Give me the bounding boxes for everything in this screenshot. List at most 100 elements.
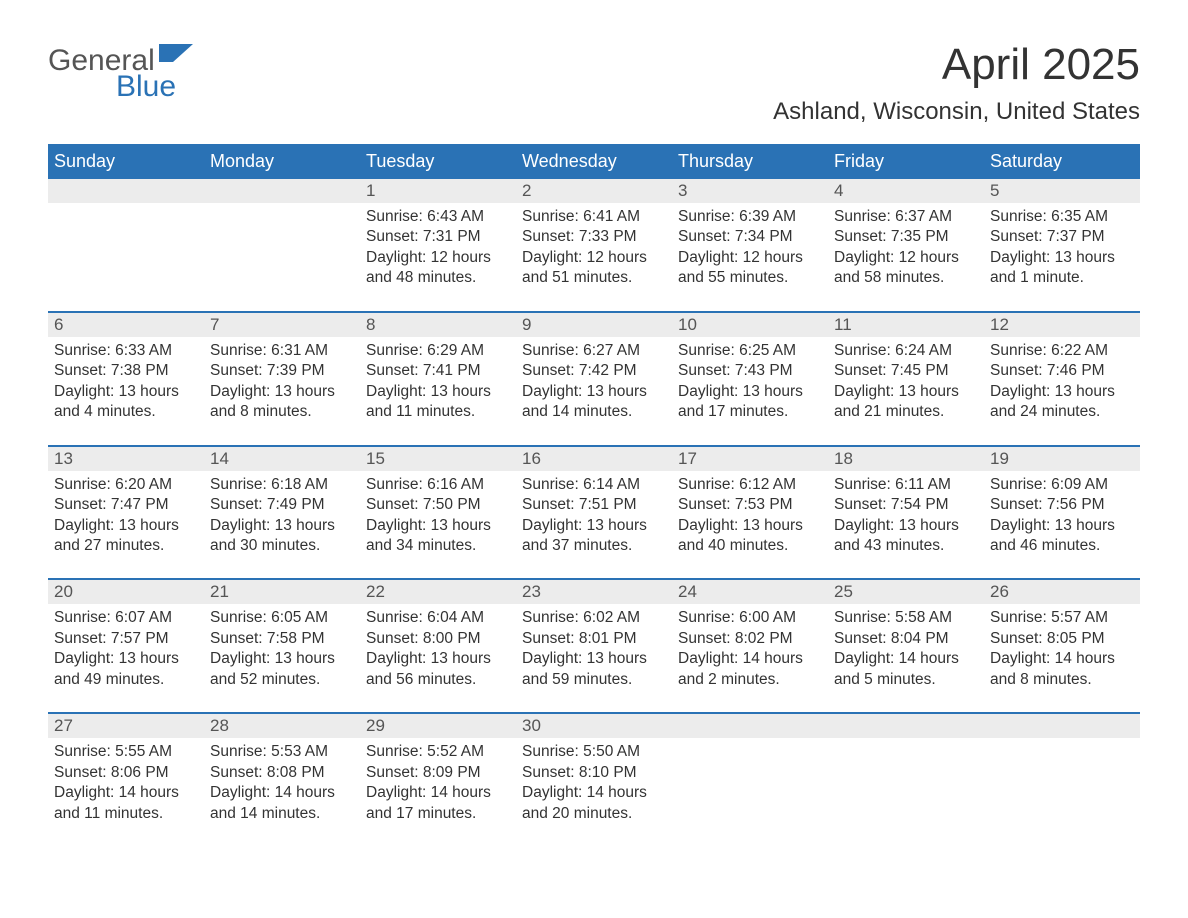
day-body: Sunrise: 6:33 AMSunset: 7:38 PMDaylight:… (48, 337, 204, 445)
day-cell (48, 179, 204, 311)
day-cell: 23Sunrise: 6:02 AMSunset: 8:01 PMDayligh… (516, 580, 672, 712)
day-body: Sunrise: 6:11 AMSunset: 7:54 PMDaylight:… (828, 471, 984, 579)
sunset-text: Sunset: 7:42 PM (522, 361, 666, 381)
daylight-text: Daylight: 13 hours and 21 minutes. (834, 382, 978, 423)
week-row: 27Sunrise: 5:55 AMSunset: 8:06 PMDayligh… (48, 712, 1140, 846)
sunset-text: Sunset: 7:41 PM (366, 361, 510, 381)
sunset-text: Sunset: 7:54 PM (834, 495, 978, 515)
day-body (204, 203, 360, 303)
day-body: Sunrise: 6:37 AMSunset: 7:35 PMDaylight:… (828, 203, 984, 311)
day-cell: 29Sunrise: 5:52 AMSunset: 8:09 PMDayligh… (360, 714, 516, 846)
logo-word-2: Blue (116, 72, 193, 102)
daylight-text: Daylight: 13 hours and 24 minutes. (990, 382, 1134, 423)
day-cell: 2Sunrise: 6:41 AMSunset: 7:33 PMDaylight… (516, 179, 672, 311)
daylight-text: Daylight: 13 hours and 52 minutes. (210, 649, 354, 690)
day-body: Sunrise: 6:16 AMSunset: 7:50 PMDaylight:… (360, 471, 516, 579)
week-row: 13Sunrise: 6:20 AMSunset: 7:47 PMDayligh… (48, 445, 1140, 579)
day-body: Sunrise: 6:12 AMSunset: 7:53 PMDaylight:… (672, 471, 828, 579)
day-cell (672, 714, 828, 846)
sunrise-text: Sunrise: 5:57 AM (990, 608, 1134, 628)
day-number: 25 (828, 580, 984, 604)
day-cell: 13Sunrise: 6:20 AMSunset: 7:47 PMDayligh… (48, 447, 204, 579)
week-row: 6Sunrise: 6:33 AMSunset: 7:38 PMDaylight… (48, 311, 1140, 445)
sunrise-text: Sunrise: 5:52 AM (366, 742, 510, 762)
sunrise-text: Sunrise: 6:29 AM (366, 341, 510, 361)
sunrise-text: Sunrise: 6:04 AM (366, 608, 510, 628)
day-cell: 7Sunrise: 6:31 AMSunset: 7:39 PMDaylight… (204, 313, 360, 445)
daylight-text: Daylight: 13 hours and 43 minutes. (834, 516, 978, 557)
weekday-header: Wednesday (516, 144, 672, 179)
week-row: 1Sunrise: 6:43 AMSunset: 7:31 PMDaylight… (48, 179, 1140, 311)
location-subtitle: Ashland, Wisconsin, United States (773, 98, 1140, 126)
day-body: Sunrise: 6:02 AMSunset: 8:01 PMDaylight:… (516, 604, 672, 712)
day-number (828, 714, 984, 738)
day-body: Sunrise: 6:04 AMSunset: 8:00 PMDaylight:… (360, 604, 516, 712)
day-number: 11 (828, 313, 984, 337)
day-cell: 4Sunrise: 6:37 AMSunset: 7:35 PMDaylight… (828, 179, 984, 311)
sunrise-text: Sunrise: 5:55 AM (54, 742, 198, 762)
sunrise-text: Sunrise: 6:02 AM (522, 608, 666, 628)
day-number: 2 (516, 179, 672, 203)
weekday-header: Thursday (672, 144, 828, 179)
day-cell: 12Sunrise: 6:22 AMSunset: 7:46 PMDayligh… (984, 313, 1140, 445)
sunset-text: Sunset: 7:35 PM (834, 227, 978, 247)
day-body: Sunrise: 5:58 AMSunset: 8:04 PMDaylight:… (828, 604, 984, 712)
sunrise-text: Sunrise: 6:27 AM (522, 341, 666, 361)
sunset-text: Sunset: 8:08 PM (210, 763, 354, 783)
sunrise-text: Sunrise: 6:11 AM (834, 475, 978, 495)
day-number: 17 (672, 447, 828, 471)
sunrise-text: Sunrise: 6:18 AM (210, 475, 354, 495)
day-number: 19 (984, 447, 1140, 471)
daylight-text: Daylight: 12 hours and 51 minutes. (522, 248, 666, 289)
sunrise-text: Sunrise: 6:05 AM (210, 608, 354, 628)
daylight-text: Daylight: 12 hours and 48 minutes. (366, 248, 510, 289)
sunrise-text: Sunrise: 6:00 AM (678, 608, 822, 628)
daylight-text: Daylight: 12 hours and 55 minutes. (678, 248, 822, 289)
day-number (204, 179, 360, 203)
daylight-text: Daylight: 13 hours and 1 minute. (990, 248, 1134, 289)
day-cell: 8Sunrise: 6:29 AMSunset: 7:41 PMDaylight… (360, 313, 516, 445)
day-cell: 25Sunrise: 5:58 AMSunset: 8:04 PMDayligh… (828, 580, 984, 712)
daylight-text: Daylight: 14 hours and 5 minutes. (834, 649, 978, 690)
day-cell: 10Sunrise: 6:25 AMSunset: 7:43 PMDayligh… (672, 313, 828, 445)
sunrise-text: Sunrise: 6:07 AM (54, 608, 198, 628)
sunset-text: Sunset: 7:43 PM (678, 361, 822, 381)
day-cell: 30Sunrise: 5:50 AMSunset: 8:10 PMDayligh… (516, 714, 672, 846)
daylight-text: Daylight: 14 hours and 17 minutes. (366, 783, 510, 824)
day-number: 23 (516, 580, 672, 604)
day-number: 26 (984, 580, 1140, 604)
day-number: 4 (828, 179, 984, 203)
sunrise-text: Sunrise: 6:16 AM (366, 475, 510, 495)
daylight-text: Daylight: 13 hours and 30 minutes. (210, 516, 354, 557)
day-body: Sunrise: 6:18 AMSunset: 7:49 PMDaylight:… (204, 471, 360, 579)
day-body: Sunrise: 6:05 AMSunset: 7:58 PMDaylight:… (204, 604, 360, 712)
daylight-text: Daylight: 14 hours and 8 minutes. (990, 649, 1134, 690)
month-title: April 2025 (773, 40, 1140, 90)
weekday-header-row: Sunday Monday Tuesday Wednesday Thursday… (48, 144, 1140, 179)
day-cell (984, 714, 1140, 846)
sunrise-text: Sunrise: 6:31 AM (210, 341, 354, 361)
day-body: Sunrise: 6:09 AMSunset: 7:56 PMDaylight:… (984, 471, 1140, 579)
day-cell: 22Sunrise: 6:04 AMSunset: 8:00 PMDayligh… (360, 580, 516, 712)
daylight-text: Daylight: 13 hours and 59 minutes. (522, 649, 666, 690)
sunset-text: Sunset: 8:00 PM (366, 629, 510, 649)
day-number: 22 (360, 580, 516, 604)
day-number: 7 (204, 313, 360, 337)
day-number: 6 (48, 313, 204, 337)
daylight-text: Daylight: 12 hours and 58 minutes. (834, 248, 978, 289)
sunrise-text: Sunrise: 6:14 AM (522, 475, 666, 495)
calendar: Sunday Monday Tuesday Wednesday Thursday… (48, 144, 1140, 846)
weekday-header: Saturday (984, 144, 1140, 179)
day-cell (828, 714, 984, 846)
sunrise-text: Sunrise: 6:22 AM (990, 341, 1134, 361)
day-cell: 11Sunrise: 6:24 AMSunset: 7:45 PMDayligh… (828, 313, 984, 445)
day-number: 30 (516, 714, 672, 738)
day-body: Sunrise: 6:43 AMSunset: 7:31 PMDaylight:… (360, 203, 516, 311)
day-body: Sunrise: 5:52 AMSunset: 8:09 PMDaylight:… (360, 738, 516, 846)
day-number: 16 (516, 447, 672, 471)
title-block: April 2025 Ashland, Wisconsin, United St… (773, 40, 1140, 126)
day-number: 10 (672, 313, 828, 337)
day-number: 9 (516, 313, 672, 337)
daylight-text: Daylight: 13 hours and 37 minutes. (522, 516, 666, 557)
day-body: Sunrise: 5:50 AMSunset: 8:10 PMDaylight:… (516, 738, 672, 846)
